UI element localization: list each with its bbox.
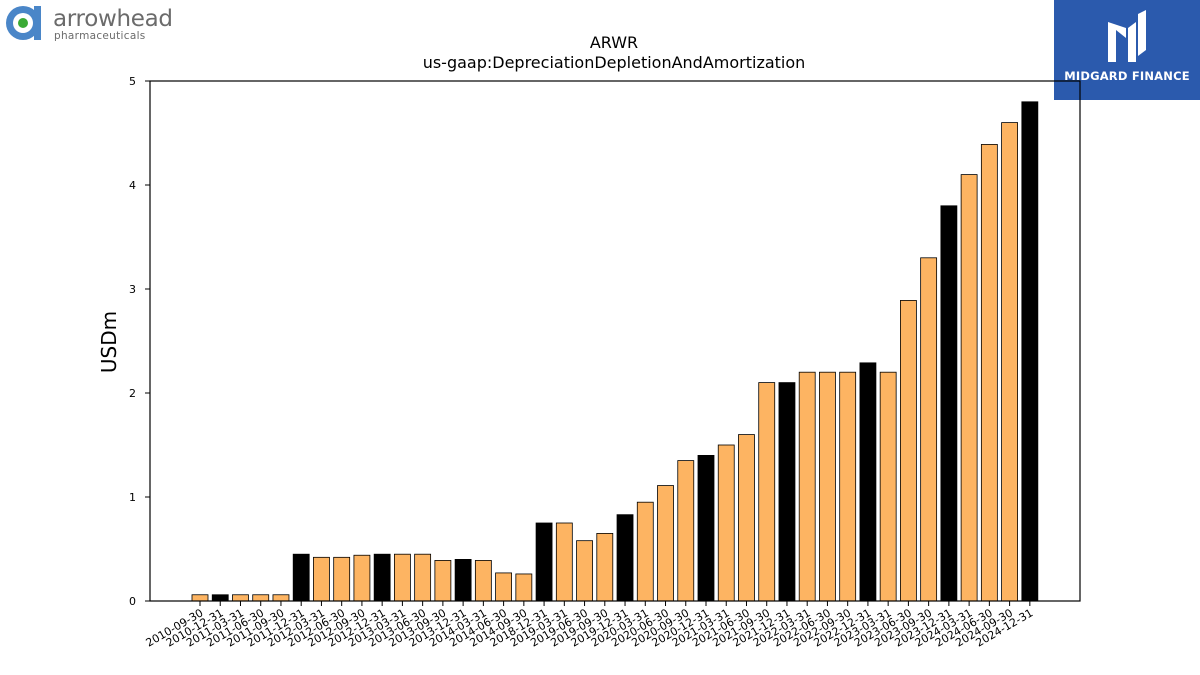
bar-2012-12-31	[373, 553, 391, 602]
y-tick-label: 0	[129, 595, 136, 608]
bar-2012-06-30	[333, 556, 351, 602]
y-tick-label: 4	[129, 179, 136, 192]
bar-2012-03-31	[313, 556, 330, 602]
y-axis-label: USDm	[97, 311, 121, 373]
bar-2024-03-31	[960, 174, 978, 602]
bars-group	[191, 101, 1039, 602]
bar-2019-12-31	[616, 514, 634, 602]
bar-2014-06-30	[495, 572, 513, 602]
bar-2024-09-30	[1001, 122, 1018, 602]
bar-2014-09-30	[515, 573, 533, 602]
bar-2021-06-30	[738, 434, 755, 602]
bar-2013-06-30	[414, 553, 432, 602]
bar-2019-09-30	[596, 533, 614, 602]
midgard-logo-text: MIDGARD FINANCE	[1064, 69, 1190, 83]
y-tick-label: 1	[129, 491, 136, 504]
plot-frame	[149, 80, 1081, 602]
bar-2012-09-30	[353, 554, 371, 602]
y-tick-label: 5	[129, 75, 136, 88]
chart-title: ARWR	[590, 33, 638, 52]
bar-2011-09-30	[272, 594, 290, 602]
bar-2010-12-31	[211, 594, 229, 602]
bar-2013-12-31	[454, 559, 472, 602]
bar-2021-12-31	[778, 382, 796, 602]
bar-2011-12-31	[292, 553, 310, 602]
midgard-logo: MIDGARD FINANCE	[1054, 0, 1200, 100]
bar-2020-09-30	[677, 460, 695, 602]
bar-2014-03-31	[474, 560, 492, 602]
arrowhead-logo-icon	[6, 6, 41, 40]
bar-2023-09-30	[920, 257, 938, 602]
y-axis-ticks: 0 1 2 3 4 5	[129, 75, 150, 608]
bar-2020-03-31	[636, 501, 654, 602]
arrowhead-logo: arrowhead pharmaceuticals	[4, 4, 194, 44]
bar-2024-12-31	[1021, 101, 1039, 602]
bar-2020-12-31	[697, 454, 715, 602]
midgard-logo-icon	[1108, 10, 1146, 62]
bar-2023-12-31	[940, 205, 958, 602]
bar-2020-06-30	[657, 485, 674, 602]
bar-2019-03-31	[555, 522, 573, 602]
bar-2018-12-31	[535, 522, 553, 602]
bar-2011-03-31	[232, 594, 249, 602]
chart-subtitle: us-gaap:DepreciationDepletionAndAmortiza…	[423, 53, 806, 72]
bar-2013-09-30	[434, 560, 452, 602]
bar-2022-03-31	[798, 371, 816, 602]
bar-2011-06-30	[252, 594, 270, 602]
bar-2013-03-31	[393, 553, 411, 602]
bar-2022-06-30	[819, 371, 836, 602]
x-axis-ticks: 2010-09-302010-12-312011-03-312011-06-30…	[144, 601, 1035, 650]
brand-name: arrowhead	[53, 6, 173, 32]
y-tick-label: 3	[129, 283, 136, 296]
bar-2019-06-30	[576, 540, 593, 602]
bar-2022-09-30	[839, 371, 857, 602]
bar-2022-12-31	[859, 362, 877, 602]
bar-2010-09-30	[191, 594, 209, 602]
bar-2023-06-30	[900, 300, 917, 602]
bar-2024-06-30	[980, 144, 998, 602]
bar-2021-09-30	[758, 382, 776, 602]
bar-2023-03-31	[879, 371, 897, 602]
bar-2021-03-31	[717, 444, 735, 602]
y-tick-label: 2	[129, 387, 136, 400]
brand-subtitle: pharmaceuticals	[54, 30, 146, 42]
